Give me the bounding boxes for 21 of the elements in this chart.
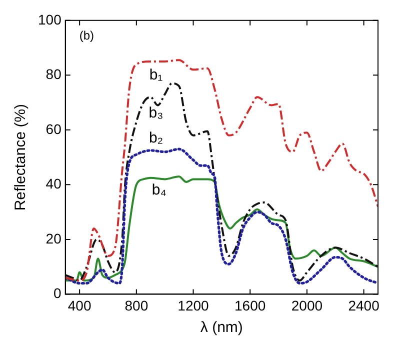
y-axis-title: Reflectance (%): [12, 104, 30, 211]
x-tick-label: 1200: [178, 297, 210, 314]
series-label: b₂: [148, 129, 164, 146]
annotation: (b): [79, 28, 94, 43]
x-tick-label: 400: [68, 297, 92, 314]
x-tick-label: 800: [124, 297, 148, 314]
y-tick-label: 40: [46, 176, 62, 192]
y-tick-label: 0: [54, 285, 62, 302]
y-tick-label: 60: [46, 120, 62, 137]
x-axis-title: λ (nm): [200, 319, 243, 336]
y-tick-label: 100: [38, 11, 62, 28]
y-tick-label: 80: [46, 66, 62, 82]
series-label: b₃: [148, 104, 164, 122]
line-series: [65, 175, 378, 282]
x-tick-label: 2000: [291, 297, 323, 314]
series-label: b₄: [152, 181, 166, 198]
x-tick-label: 1600: [234, 297, 266, 314]
x-tick-label: 2400: [348, 297, 380, 314]
y-tick-label: 20: [46, 230, 62, 246]
series-label: b₁: [149, 66, 163, 84]
line-series: [65, 148, 378, 285]
